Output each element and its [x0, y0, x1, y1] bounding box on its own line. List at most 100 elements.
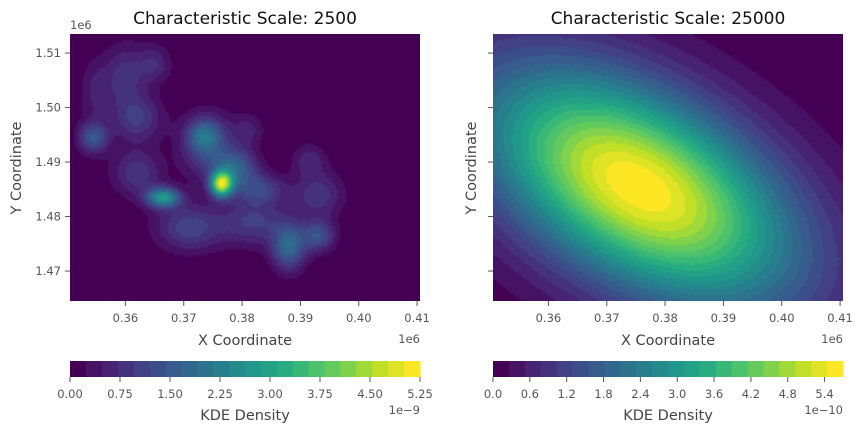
colorbar-segment — [276, 361, 294, 377]
colorbar-segment — [493, 361, 510, 377]
colorbar-tick-label: 0.00 — [57, 387, 83, 401]
colorbar-segment — [636, 361, 653, 377]
colorbar-tick-label: 3.6 — [705, 387, 723, 401]
x-tick-label: 0.36 — [113, 311, 139, 325]
colorbar-segment — [572, 361, 590, 377]
x-tick-label: 0.38 — [652, 311, 678, 325]
colorbar-segment — [715, 361, 733, 377]
chart-panel-2: Characteristic Scale: 25000 0.36 0.37 0.38… — [464, 9, 853, 424]
colorbar-segment — [747, 361, 765, 377]
colorbar-segment — [388, 361, 405, 377]
y-tick-label: 1.48 — [35, 210, 61, 224]
colorbar-segment — [117, 361, 135, 377]
colorbar-label-2: KDE Density — [623, 408, 713, 424]
x-tick-label: 0.41 — [827, 311, 853, 325]
colorbar-tick-label: 1.8 — [594, 387, 612, 401]
colorbar-segment — [795, 361, 812, 377]
colorbar-segment — [149, 361, 167, 377]
axes-1: 0.36 0.37 0.38 0.39 0.40 0.41 1.47 1.48 1.49 1.50… — [35, 46, 429, 325]
colorbar-segment — [731, 361, 749, 377]
colorbar-segment — [181, 361, 198, 377]
y-axis-label-1: Y Coordinate — [9, 121, 25, 215]
colorbar-offset-2: 1e−10 — [804, 403, 843, 417]
y-tick-label: 1.51 — [35, 46, 61, 60]
colorbar-label-1: KDE Density — [200, 408, 290, 424]
colorbar-tick-label: 0.0 — [484, 387, 502, 401]
colorbar-segment — [620, 361, 637, 377]
colorbar-segment — [540, 361, 558, 377]
x-tick-label: 0.40 — [346, 311, 372, 325]
chart-title-2: Characteristic Scale: 25000 — [551, 9, 786, 29]
colorbar-tick-label: 3.00 — [257, 387, 283, 401]
y-axis-label-2: Y Coordinate — [464, 121, 480, 215]
colorbar-segment — [604, 361, 621, 377]
colorbar-segment — [811, 361, 828, 377]
colorbar-tick-label: 0.75 — [107, 387, 133, 401]
colorbar-segment — [668, 361, 685, 377]
x-axis-label-1: X Coordinate — [198, 333, 292, 349]
colorbar-tick-label: 2.25 — [207, 387, 233, 401]
colorbar-segment — [165, 361, 182, 377]
colorbar-offset-1: 1e−9 — [389, 403, 420, 417]
colorbar-segment — [85, 361, 103, 377]
colorbar-2: 0.0 0.6 1.2 1.8 2.4 3.0 3.6 4.2 4.8 5.4 — [484, 361, 844, 401]
colorbar-segment — [213, 361, 230, 377]
y-offset-label-1: 1e6 — [70, 18, 92, 32]
density-field-1 — [70, 34, 420, 301]
colorbar-segment — [292, 361, 310, 377]
colorbar-segment — [356, 361, 373, 377]
x-tick-label: 0.37 — [171, 311, 197, 325]
colorbar-segment — [404, 361, 421, 377]
colorbar-segment — [70, 361, 87, 377]
colorbar-segment — [101, 361, 119, 377]
plot-area-1 — [70, 34, 420, 301]
colorbar-segment — [683, 361, 701, 377]
colorbar-segment — [229, 361, 246, 377]
colorbar-segment — [133, 361, 151, 377]
colorbar-segment — [763, 361, 780, 377]
chart-title-1: Characteristic Scale: 2500 — [133, 9, 357, 29]
colorbar-segment — [556, 361, 574, 377]
x-offset-label-1: 1e6 — [398, 332, 420, 346]
x-tick-label: 0.40 — [769, 311, 795, 325]
colorbar-segment — [308, 361, 326, 377]
colorbar-segment — [372, 361, 389, 377]
colorbar-segment — [699, 361, 717, 377]
colorbar-segment — [260, 361, 278, 377]
colorbar-tick-label: 5.4 — [815, 387, 833, 401]
colorbar-segment — [779, 361, 796, 377]
y-tick-label: 1.50 — [35, 101, 61, 115]
colorbar-segment — [652, 361, 669, 377]
x-tick-label: 0.36 — [536, 311, 562, 325]
plot-area-2 — [493, 34, 843, 301]
colorbar-segment — [508, 361, 526, 377]
colorbar-tick-label: 0.6 — [521, 387, 539, 401]
colorbar-1: 0.00 0.75 1.50 2.25 3.00 3.75 4.50 5.25 — [57, 361, 433, 401]
chart-panel-1: Characteristic Scale: 2500 0.36 0.37 0.38 0… — [9, 9, 433, 424]
x-offset-label-2: 1e6 — [821, 332, 843, 346]
colorbar-segment — [324, 361, 342, 377]
colorbar-segment — [588, 361, 605, 377]
colorbar-tick-label: 2.4 — [631, 387, 649, 401]
colorbar-tick-label: 4.50 — [357, 387, 383, 401]
y-tick-label: 1.49 — [35, 155, 61, 169]
x-tick-label: 0.39 — [288, 311, 314, 325]
colorbar-tick-label: 1.50 — [157, 387, 183, 401]
colorbar-segment — [524, 361, 542, 377]
colorbar-segment — [827, 361, 844, 377]
colorbar-tick-label: 4.8 — [779, 387, 797, 401]
density-field-2 — [493, 34, 843, 301]
colorbar-segment — [197, 361, 214, 377]
x-tick-label: 0.38 — [229, 311, 255, 325]
x-tick-label: 0.39 — [711, 311, 737, 325]
colorbar-tick-label: 3.75 — [307, 387, 333, 401]
x-tick-label: 0.37 — [594, 311, 620, 325]
axes-2: 0.36 0.37 0.38 0.39 0.40 0.41 — [488, 52, 853, 325]
colorbar-segment — [340, 361, 357, 377]
colorbar-segment — [245, 361, 262, 377]
colorbar-tick-label: 5.25 — [407, 387, 433, 401]
x-axis-label-2: X Coordinate — [621, 333, 715, 349]
y-tick-label: 1.47 — [35, 264, 61, 278]
colorbar-tick-label: 1.2 — [558, 387, 576, 401]
